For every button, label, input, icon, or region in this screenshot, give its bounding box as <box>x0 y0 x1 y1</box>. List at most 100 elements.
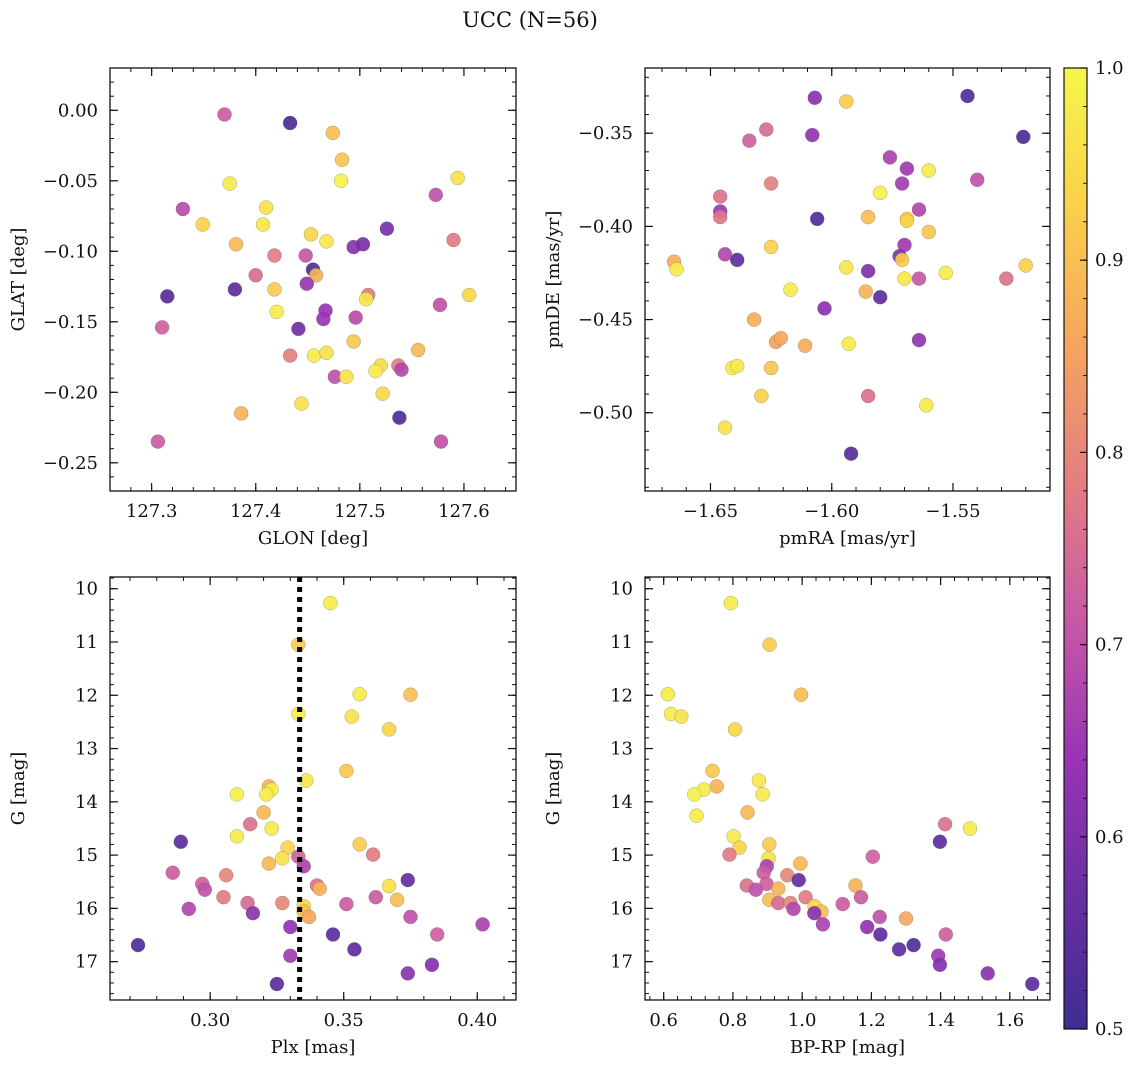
scatter-point <box>709 779 724 794</box>
colorbar-gradient <box>1063 67 1088 1030</box>
scatter-point <box>375 386 390 401</box>
scatter-point <box>154 320 170 335</box>
scatter-point <box>763 239 779 255</box>
scatter-point <box>835 896 850 912</box>
scatter-point <box>763 176 779 191</box>
scatter-point <box>1016 129 1031 145</box>
scatter-point <box>291 321 306 337</box>
scatter-point <box>355 237 371 252</box>
colorbar-tick-label: 0.5 <box>1095 1019 1124 1040</box>
y-tick-label: 11 <box>610 632 633 653</box>
scatter-point <box>962 821 978 836</box>
scatter-point <box>462 287 477 303</box>
x-axis-label: pmRA [mas/yr] <box>779 528 916 549</box>
scatter-point <box>450 170 465 186</box>
scatter-point <box>873 290 888 305</box>
points <box>130 577 490 1000</box>
scatter-point <box>865 849 880 864</box>
x-tick-label: 127.5 <box>334 501 386 522</box>
scatter-point <box>689 808 704 823</box>
scatter-point <box>911 202 927 217</box>
scatter-point <box>400 872 415 888</box>
scatter-point <box>717 247 733 262</box>
scatter-point <box>759 122 774 137</box>
x-tick-label: 0.8 <box>719 1010 748 1031</box>
scatter-point <box>392 410 407 425</box>
scatter-point <box>283 948 298 963</box>
scatter-point <box>245 906 261 921</box>
y-tick-label: 16 <box>610 898 633 919</box>
scatter-point <box>298 248 313 263</box>
scatter-point <box>894 252 910 268</box>
scatter-point <box>229 787 245 802</box>
y-tick-label: 0.00 <box>58 100 98 121</box>
scatter-point <box>970 172 985 188</box>
scatter-point <box>705 763 720 779</box>
scatter-point <box>899 213 915 229</box>
scatter-point <box>732 840 747 855</box>
scatter-point <box>919 398 934 413</box>
panel-4: 0.6 0.8 1.0 1.2 1.4 1.6 10 11 12 13 14 15 16 17 BP-RP … <box>543 576 1051 1058</box>
x-axis-label: Plx [mas] <box>271 1037 356 1058</box>
scatter-point <box>267 282 282 297</box>
scatter-point <box>894 176 910 191</box>
scatter-point <box>899 161 915 176</box>
scatter-point <box>742 133 757 148</box>
scatter-point <box>381 878 397 894</box>
scatter-point <box>381 722 397 737</box>
scatter-point <box>921 224 936 240</box>
x-axis-label: GLON [deg] <box>258 528 368 549</box>
x-tick-label: 127.4 <box>230 501 282 522</box>
colorbar: 0.5 0.6 0.7 0.8 0.9 1.0 <box>1063 58 1124 1040</box>
scatter-point <box>229 829 245 844</box>
scatter-point <box>368 890 383 905</box>
scatter-point <box>860 388 876 404</box>
scatter-point <box>773 331 788 346</box>
scatter-point <box>723 595 738 611</box>
axes-frame <box>644 576 1051 1001</box>
scatter-point <box>339 896 354 912</box>
scatter-point <box>938 265 953 281</box>
scatter-point <box>430 927 445 942</box>
scatter-point <box>1025 976 1040 992</box>
y-tick-label: 13 <box>610 739 633 760</box>
scatter-point <box>872 909 887 925</box>
scatter-point <box>248 268 263 283</box>
x-tick-label: −1.60 <box>804 501 859 522</box>
y-tick-label: −0.05 <box>43 171 98 192</box>
scatter-point <box>815 917 831 932</box>
scatter-point <box>352 687 367 702</box>
scatter-point <box>269 976 285 992</box>
y-tick-label: 12 <box>610 685 633 706</box>
scatter-point <box>751 773 767 788</box>
scatter-point <box>160 289 175 304</box>
scatter-point <box>222 176 237 191</box>
scatter-point <box>301 909 317 925</box>
scatter-point <box>424 957 440 972</box>
scatter-point <box>783 282 798 297</box>
scatter-point <box>256 805 271 820</box>
scatter-point <box>791 872 806 888</box>
scatter-point <box>932 834 948 849</box>
scatter-point <box>275 895 290 911</box>
scatter-point <box>325 927 341 942</box>
scatter-point <box>358 292 374 307</box>
scatter-point <box>762 637 777 652</box>
scatter-point <box>713 189 728 204</box>
scatter-point <box>687 787 702 802</box>
scatter-point <box>810 211 825 227</box>
y-tick-label: −0.35 <box>578 123 633 144</box>
scatter-point <box>726 829 741 844</box>
scatter-point <box>771 881 786 896</box>
scatter-point <box>282 115 298 131</box>
scatter-point <box>432 297 448 313</box>
y-tick-label: −0.45 <box>578 310 633 331</box>
scatter-point <box>195 217 210 232</box>
scatter-point <box>960 88 975 104</box>
scatter-point <box>299 276 314 291</box>
x-tick-label: 0.30 <box>190 1010 230 1031</box>
points <box>660 595 1040 992</box>
scatter-point <box>713 209 728 225</box>
axes-frame <box>644 67 1051 492</box>
colorbar-tick-label: 0.6 <box>1095 827 1124 848</box>
